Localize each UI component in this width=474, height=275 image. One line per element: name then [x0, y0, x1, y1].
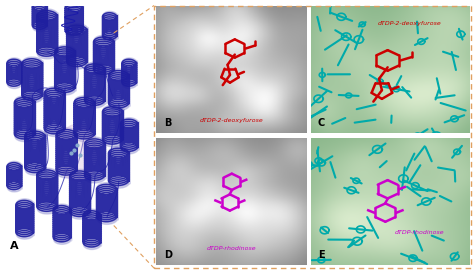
Text: B: B — [164, 118, 171, 128]
Text: A: A — [10, 241, 18, 251]
Text: dTDP-2-deoxyfurose: dTDP-2-deoxyfurose — [378, 21, 442, 26]
Text: dTDP-rhodinose: dTDP-rhodinose — [394, 230, 444, 235]
Text: D: D — [164, 250, 172, 260]
Text: C: C — [318, 118, 325, 128]
Text: dTDP-2-deoxyfurose: dTDP-2-deoxyfurose — [200, 118, 264, 123]
Ellipse shape — [56, 124, 98, 181]
Text: dTDP-rhodinose: dTDP-rhodinose — [207, 246, 256, 251]
Text: E: E — [318, 250, 324, 260]
